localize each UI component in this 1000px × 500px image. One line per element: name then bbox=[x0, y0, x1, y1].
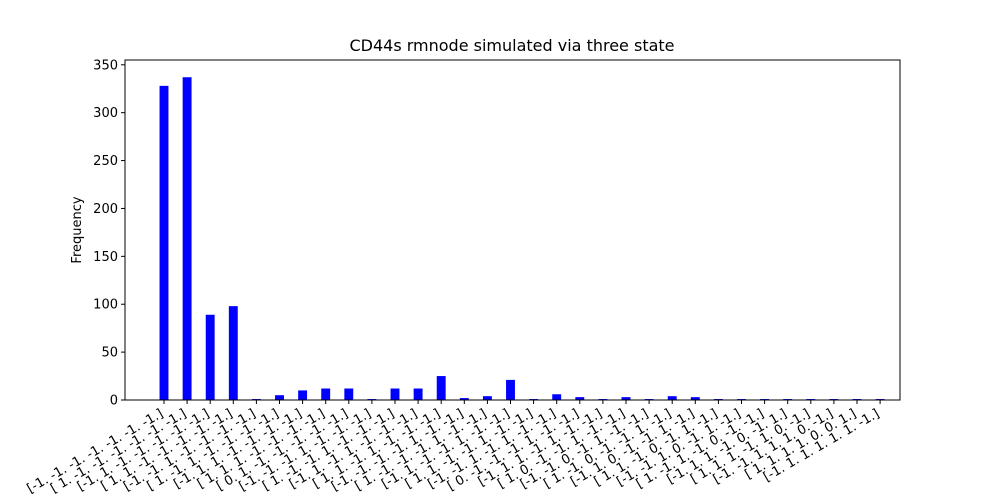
bar bbox=[667, 396, 677, 400]
bar bbox=[275, 395, 284, 400]
y-tick-label: 250 bbox=[93, 154, 118, 169]
y-tick-label: 50 bbox=[101, 346, 118, 361]
y-tick-label: 350 bbox=[93, 58, 118, 73]
chart-title: CD44s rmnode simulated via three state bbox=[349, 36, 674, 55]
bar bbox=[390, 388, 400, 400]
bar bbox=[621, 397, 631, 400]
bar bbox=[506, 379, 515, 400]
bar bbox=[228, 306, 238, 400]
plot-frame bbox=[124, 59, 901, 401]
bar bbox=[552, 394, 562, 400]
bar bbox=[321, 388, 331, 400]
bar bbox=[436, 376, 446, 400]
y-tick-label: 200 bbox=[93, 202, 118, 217]
bar bbox=[159, 85, 169, 401]
bar bbox=[482, 396, 492, 400]
bar bbox=[344, 388, 354, 400]
bar bbox=[298, 390, 308, 400]
bar bbox=[459, 398, 469, 400]
y-tick-label: 0 bbox=[110, 394, 118, 409]
bar bbox=[690, 397, 700, 400]
y-tick-label: 300 bbox=[93, 106, 118, 121]
bar bbox=[205, 314, 215, 400]
y-axis-label: Frequency bbox=[70, 196, 85, 263]
y-tick-label: 100 bbox=[93, 298, 118, 313]
bar bbox=[575, 397, 585, 400]
bar bbox=[413, 388, 423, 400]
y-tick-label: 150 bbox=[93, 250, 118, 265]
bar bbox=[182, 77, 192, 401]
